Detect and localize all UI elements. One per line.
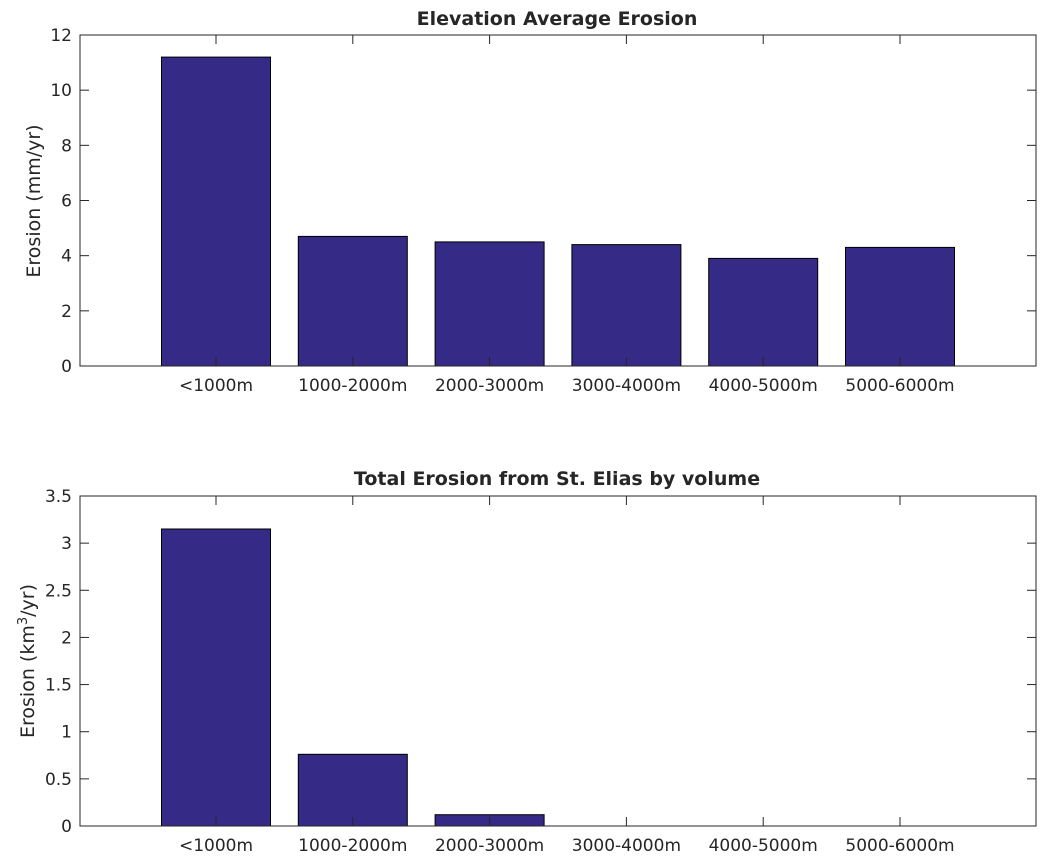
y-tick-label: 6 xyxy=(61,192,72,212)
y-axis-label-post: /yr) xyxy=(17,584,39,617)
x-tick-label: 5000-6000m xyxy=(845,836,954,856)
x-tick-label: 5000-6000m xyxy=(845,376,954,396)
y-tick-label: 3.5 xyxy=(45,487,72,507)
x-tick-label: 3000-4000m xyxy=(572,836,681,856)
y-tick-label: 0 xyxy=(61,357,72,377)
y-tick-label: 0 xyxy=(61,817,72,837)
x-tick-label: <1000m xyxy=(179,376,253,396)
plot-area-frame xyxy=(79,495,1037,827)
y-tick-label: 0.5 xyxy=(45,770,72,790)
x-tick-label: 4000-5000m xyxy=(709,836,818,856)
y-tick-label: 8 xyxy=(61,136,72,156)
chart-title: Total Erosion from St. Elias by volume xyxy=(354,468,760,490)
bar-0 xyxy=(161,528,271,827)
chart-title: Elevation Average Erosion xyxy=(417,8,698,30)
y-tick-label: 2 xyxy=(61,302,72,322)
bar-5 xyxy=(845,246,955,367)
y-tick-label: 1.5 xyxy=(45,676,72,696)
y-tick-label: 10 xyxy=(50,81,72,101)
x-tick-label: 3000-4000m xyxy=(572,376,681,396)
y-tick-label: 2.5 xyxy=(45,581,72,601)
y-tick-label: 3 xyxy=(61,534,72,554)
y-tick-label: 12 xyxy=(50,26,72,46)
erosion-volume-panel: Total Erosion from St. Elias by volume E… xyxy=(16,468,1037,856)
y-axis-label: Erosion (km3/yr) xyxy=(16,584,40,738)
x-tick-label: 1000-2000m xyxy=(298,836,407,856)
bar-3 xyxy=(571,244,682,367)
y-axis-label-sup: 3 xyxy=(16,617,31,625)
bar-1 xyxy=(297,235,408,367)
x-tick-label: 2000-3000m xyxy=(435,376,544,396)
erosion-rate-panel: Elevation Average Erosion Erosion (mm/yr… xyxy=(23,8,1037,396)
bar-0 xyxy=(161,56,271,367)
bar-1 xyxy=(297,753,408,827)
y-tick-label: 2 xyxy=(61,628,72,648)
x-tick-label: 2000-3000m xyxy=(435,836,544,856)
y-tick-label: 1 xyxy=(61,723,72,743)
x-tick-label: <1000m xyxy=(179,836,253,856)
bar-4 xyxy=(708,257,819,367)
y-axis-label-pre: Erosion (km xyxy=(17,625,39,738)
x-tick-label: 1000-2000m xyxy=(298,376,407,396)
y-axis-label: Erosion (mm/yr) xyxy=(23,124,45,277)
bar-2 xyxy=(434,241,545,367)
y-tick-label: 4 xyxy=(61,247,72,267)
x-tick-label: 4000-5000m xyxy=(709,376,818,396)
